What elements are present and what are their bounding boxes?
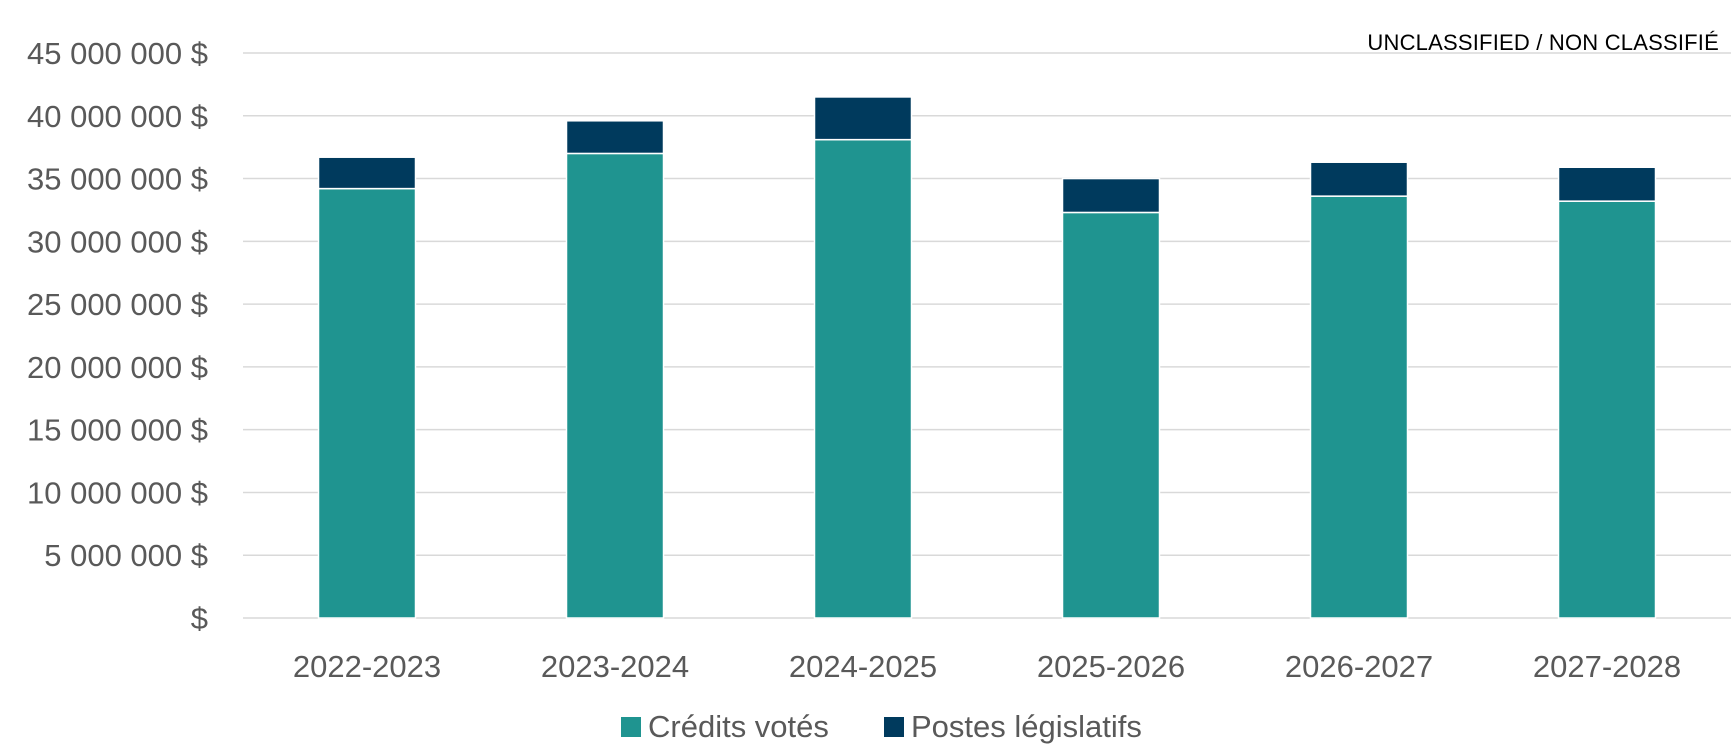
bar-segment-credits-votes [813, 138, 913, 619]
x-tick-label: 2023-2024 [541, 649, 689, 684]
legend: Crédits votés Postes législatifs [621, 709, 1142, 744]
bar-segment-credits-votes [565, 152, 665, 619]
bar-segment-postes-legislatifs [813, 96, 913, 141]
y-tick-label: 20 000 000 $ [27, 350, 208, 385]
x-tick-label: 2022-2023 [293, 649, 441, 684]
bar-segment-postes-legislatifs [1557, 166, 1657, 202]
legend-label: Postes législatifs [911, 709, 1142, 744]
y-tick-label: $ [191, 601, 208, 636]
x-tick-label: 2024-2025 [789, 649, 937, 684]
legend-item: Crédits votés [621, 709, 829, 744]
y-tick-label: 30 000 000 $ [27, 224, 208, 259]
bar-segment-credits-votes [1061, 211, 1161, 619]
bar-segment-credits-votes [317, 187, 417, 619]
y-tick-label: 10 000 000 $ [27, 475, 208, 510]
bar-segment-postes-legislatifs [1309, 161, 1409, 197]
y-tick-label: 5 000 000 $ [44, 538, 208, 573]
x-axis-tick-labels: 2022-2023 2023-2024 2024-2025 2025-2026 2026… [293, 649, 1681, 684]
y-tick-label: 15 000 000 $ [27, 413, 208, 448]
x-tick-label: 2027-2028 [1533, 649, 1681, 684]
y-tick-label: 35 000 000 $ [27, 162, 208, 197]
x-tick-label: 2025-2026 [1037, 649, 1185, 684]
legend-swatch [884, 717, 904, 737]
x-tick-label: 2026-2027 [1285, 649, 1433, 684]
y-tick-label: 25 000 000 $ [27, 287, 208, 322]
y-tick-label: 40 000 000 $ [27, 99, 208, 134]
gridlines [243, 52, 1731, 619]
bar-segment-postes-legislatifs [1061, 177, 1161, 214]
classification-label: UNCLASSIFIED / NON CLASSIFIÉ [1367, 30, 1719, 55]
y-axis-tick-labels: $5 000 000 $ 10 000 000 $ 15 000 000 $ 20 0… [27, 36, 208, 636]
bar-segment-postes-legislatifs [565, 120, 665, 155]
bars [317, 96, 1657, 619]
legend-label: Crédits votés [648, 709, 829, 744]
legend-swatch [621, 717, 641, 737]
legend-item: Postes législatifs [884, 709, 1142, 744]
bar-segment-credits-votes [1309, 195, 1409, 619]
y-tick-label: 45 000 000 $ [27, 36, 208, 71]
bar-segment-postes-legislatifs [317, 156, 417, 190]
bar-segment-credits-votes [1557, 200, 1657, 619]
